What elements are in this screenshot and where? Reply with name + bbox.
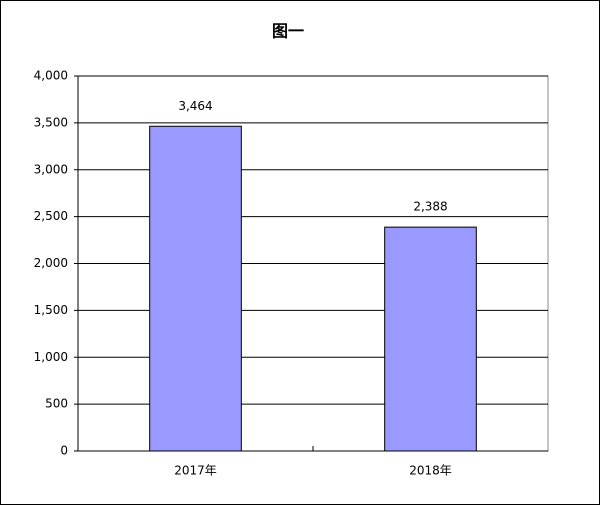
y-tick-label: 0 — [60, 444, 68, 458]
y-tick-label: 3,000 — [34, 162, 68, 176]
y-tick-label: 500 — [45, 397, 68, 411]
chart-title: 图一 — [272, 22, 304, 41]
bar — [149, 125, 242, 452]
value-label: 3,464 — [178, 99, 212, 113]
x-tick-label: 2017年 — [174, 464, 217, 478]
x-tick-label: 2018年 — [409, 464, 452, 478]
y-tick-label: 1,500 — [34, 303, 68, 317]
y-tick-label: 2,000 — [34, 256, 68, 270]
y-tick-label: 2,500 — [34, 209, 68, 223]
y-tick-label: 1,000 — [34, 350, 68, 364]
value-label: 2,388 — [413, 200, 447, 214]
bar — [384, 226, 477, 452]
y-tick-label: 3,500 — [34, 115, 68, 129]
y-tick-label: 4,000 — [34, 69, 68, 83]
